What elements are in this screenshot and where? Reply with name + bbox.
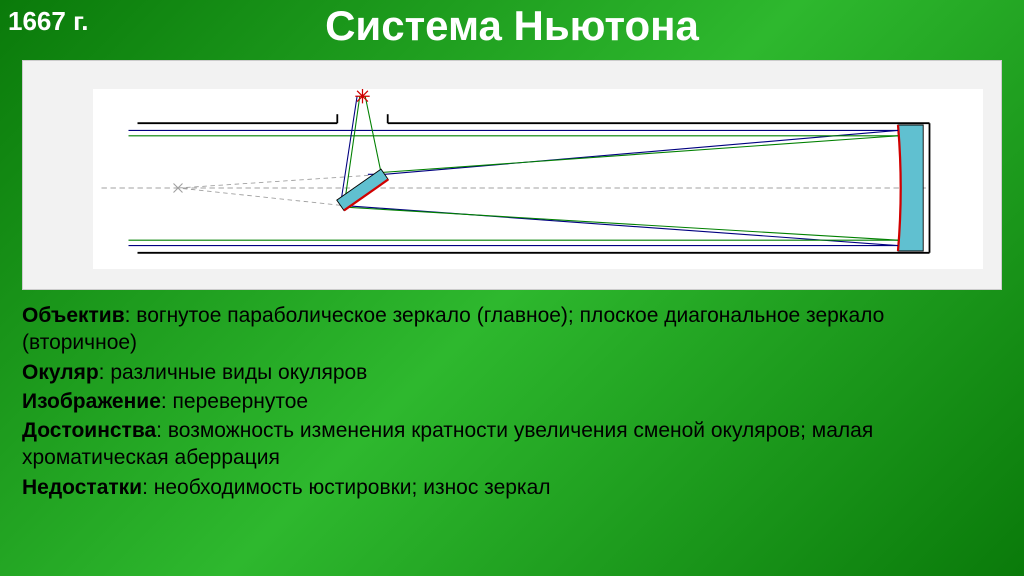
description-block: Объектив: вогнутое параболическое зеркал… xyxy=(22,302,1002,503)
desc-objective: Объектив: вогнутое параболическое зеркал… xyxy=(22,302,1002,357)
label-objective: Объектив xyxy=(22,304,125,327)
diagram-container xyxy=(22,60,1002,290)
slide: 1667 г. Система Ньютона Объектив: вогнут… xyxy=(0,0,1024,576)
label-eyepiece: Окуляр xyxy=(22,361,99,384)
newton-telescope-diagram xyxy=(93,89,983,269)
text-eyepiece: : различные виды окуляров xyxy=(99,361,368,384)
desc-disadvantages: Недостатки: необходимость юстировки; изн… xyxy=(22,474,1002,501)
desc-image: Изображение: перевернутое xyxy=(22,388,1002,415)
diagram-canvas xyxy=(93,89,983,269)
desc-eyepiece: Окуляр: различные виды окуляров xyxy=(22,359,1002,386)
text-disadvantages: : необходимость юстировки; износ зеркал xyxy=(142,476,550,499)
label-advantages: Достоинства xyxy=(22,419,156,442)
text-image: : перевернутое xyxy=(161,390,308,413)
text-objective: : вогнутое параболическое зеркало (главн… xyxy=(22,304,884,354)
label-disadvantages: Недостатки xyxy=(22,476,142,499)
desc-advantages: Достоинства: возможность изменения кратн… xyxy=(22,417,1002,472)
slide-title: Система Ньютона xyxy=(0,2,1024,50)
label-image: Изображение xyxy=(22,390,161,413)
